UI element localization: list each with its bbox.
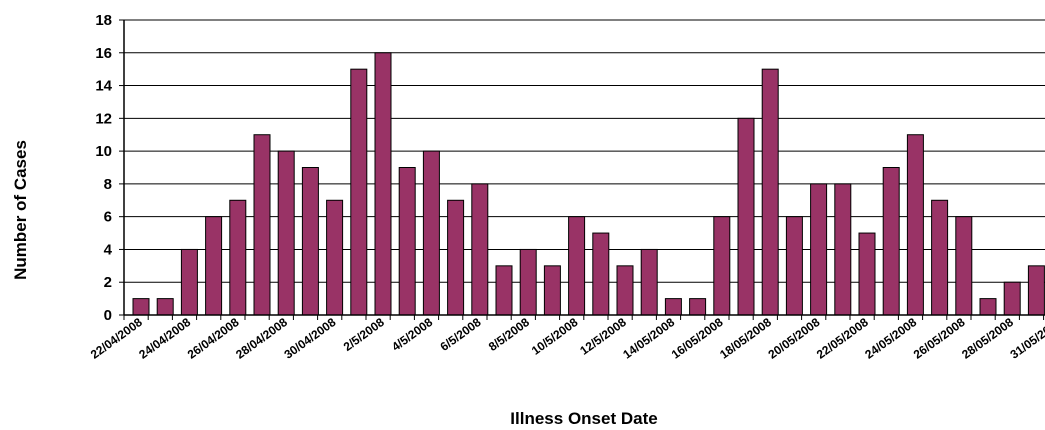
bar-28 <box>810 183 828 316</box>
bar-2 <box>180 248 198 316</box>
bar-19 <box>592 232 610 316</box>
x-tick-label: 6/5/2008 <box>438 315 484 354</box>
y-tick-label: 12 <box>95 110 112 127</box>
x-tick-label: 31/05/2008 <box>1008 315 1045 362</box>
bar-4 <box>229 199 247 316</box>
y-tick-label: 6 <box>104 209 112 226</box>
x-tick-label: 28/04/2008 <box>233 315 290 362</box>
bar-11 <box>398 167 416 316</box>
bar-29 <box>834 183 852 316</box>
bar-34 <box>955 216 973 316</box>
bar-33 <box>931 199 949 316</box>
bar-25 <box>737 117 755 316</box>
bar-32 <box>906 134 924 316</box>
y-tick-label: 4 <box>104 241 113 258</box>
bar-35 <box>979 298 997 316</box>
y-tick-label: 18 <box>95 12 112 29</box>
bar-17 <box>543 265 561 316</box>
bar-12 <box>422 150 440 316</box>
x-tick-label: 28/05/2008 <box>959 315 1016 362</box>
x-tick-label: 8/5/2008 <box>486 315 532 354</box>
bar-20 <box>616 265 634 316</box>
y-tick-labels: 0 2 4 6 8 10 12 14 16 18 <box>95 12 112 324</box>
bar-6 <box>277 150 295 316</box>
bar-15 <box>495 265 513 316</box>
x-tick-label: 2/5/2008 <box>341 315 387 354</box>
x-tick-label: 20/05/2008 <box>766 315 823 362</box>
bar-26 <box>761 68 779 316</box>
x-tick-label: 26/05/2008 <box>911 315 968 362</box>
bar-16 <box>519 248 537 316</box>
y-tick-label: 14 <box>95 78 112 95</box>
x-tick-label: 26/04/2008 <box>185 315 242 362</box>
bar-36 <box>1003 281 1021 316</box>
bar-37 <box>1027 265 1045 316</box>
x-tick-label: 30/04/2008 <box>282 315 339 362</box>
y-tick-label: 10 <box>95 143 112 160</box>
y-tick-label: 16 <box>95 45 112 62</box>
x-tick-label: 14/05/2008 <box>620 315 677 362</box>
x-tick-label: 10/5/2008 <box>529 315 581 358</box>
bar-21 <box>640 248 658 316</box>
axes <box>119 19 1045 320</box>
bar-14 <box>471 183 489 316</box>
bar-0 <box>132 298 150 316</box>
bar-8 <box>326 199 344 316</box>
bar-30 <box>858 232 876 316</box>
bar-13 <box>447 199 465 316</box>
x-tick-label: 22/05/2008 <box>814 315 871 362</box>
x-tick-label: 18/05/2008 <box>717 315 774 362</box>
y-tick-label: 8 <box>104 176 112 193</box>
x-tick-labels: 22/04/200824/04/200826/04/200828/04/2008… <box>88 315 1045 362</box>
x-tick-label: 4/5/2008 <box>389 315 435 354</box>
bar-3 <box>205 216 223 316</box>
bar-27 <box>785 216 803 316</box>
y-tick-label: 0 <box>104 307 112 324</box>
x-tick-label: 24/05/2008 <box>862 315 919 362</box>
bar-5 <box>253 134 271 316</box>
bar-10 <box>374 52 392 316</box>
y-axis-title: Number of Cases <box>11 140 30 280</box>
bar-31 <box>882 167 900 316</box>
bars <box>132 52 1045 316</box>
bar-7 <box>301 167 319 316</box>
bar-18 <box>568 216 586 316</box>
y-tick-label: 2 <box>104 274 112 291</box>
x-tick-label: 22/04/2008 <box>88 315 145 362</box>
gridlines <box>124 19 1045 283</box>
bar-22 <box>664 298 682 316</box>
bar-1 <box>156 298 174 316</box>
x-tick-label: 24/04/2008 <box>136 315 193 362</box>
x-tick-label: 16/05/2008 <box>669 315 726 362</box>
bar-9 <box>350 68 368 316</box>
bar-23 <box>689 298 707 316</box>
bar-24 <box>713 216 731 316</box>
x-axis-title: Illness Onset Date <box>510 409 657 428</box>
